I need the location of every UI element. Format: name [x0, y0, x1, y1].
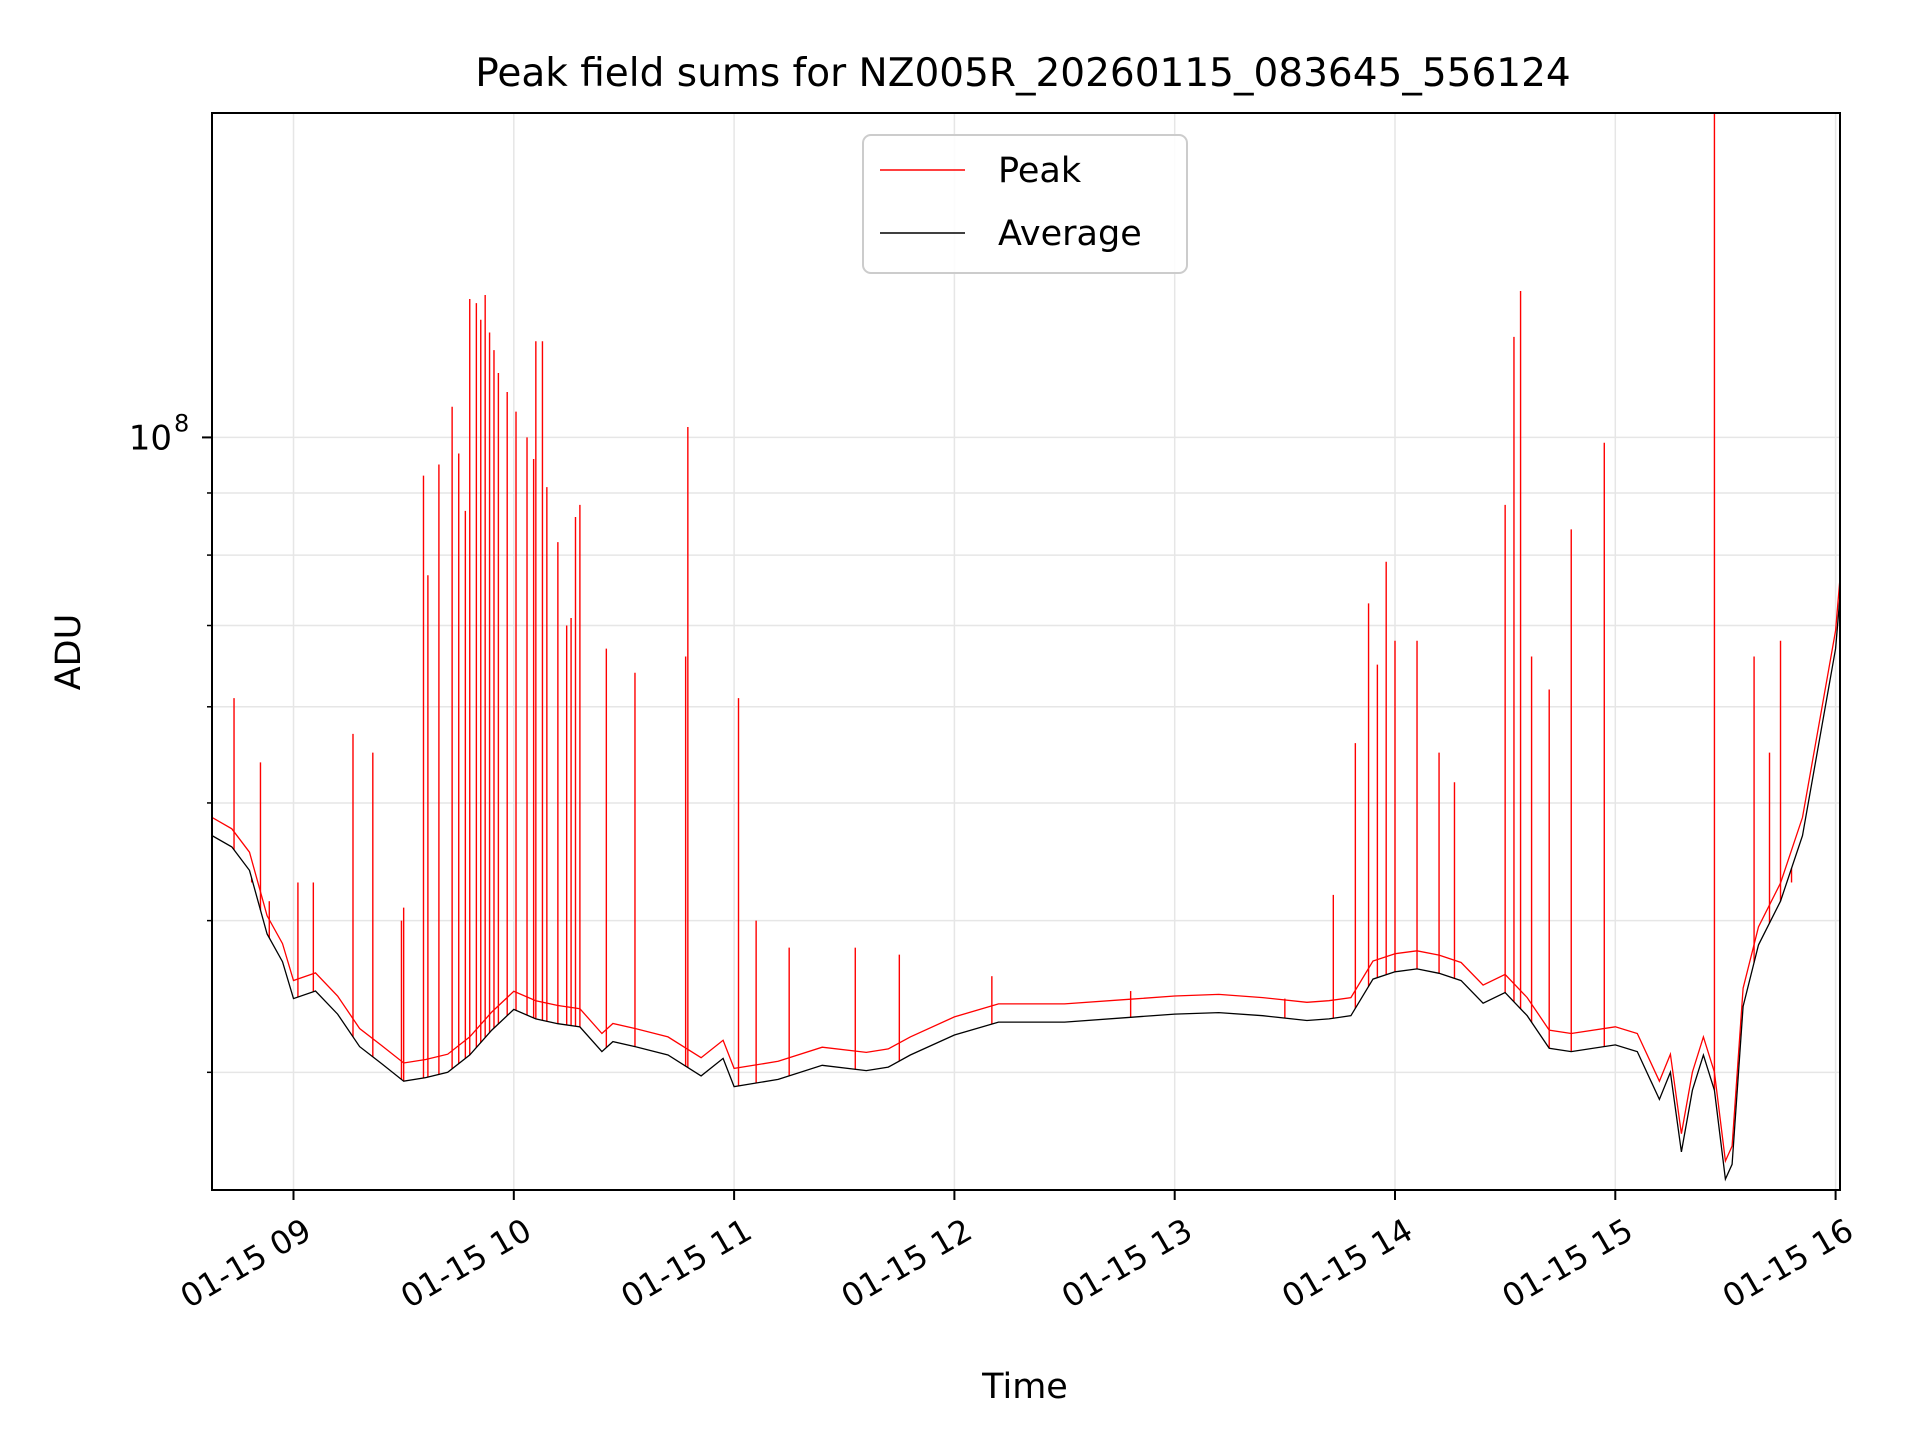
plot-area [212, 113, 1840, 1182]
y-tick-label: 10 [129, 418, 172, 458]
y-axis: 10 8 [129, 409, 212, 1074]
chart-title: Peak field sums for NZ005R_20260115_0836… [475, 51, 1571, 96]
grid-lines [212, 113, 1840, 1190]
legend: Peak Average [862, 134, 1188, 274]
x-axis-label: Time [981, 1367, 1068, 1407]
peak-spikes [233, 113, 1793, 1091]
average-series-line [212, 596, 1840, 1182]
peak-series-line [212, 578, 1840, 1164]
axes-frame [211, 112, 1841, 1191]
y-axis-label: ADU [49, 614, 89, 691]
y-tick-label-exponent: 8 [174, 409, 189, 437]
legend-label-peak: Peak [998, 151, 1082, 191]
legend-label-average: Average [998, 214, 1142, 254]
